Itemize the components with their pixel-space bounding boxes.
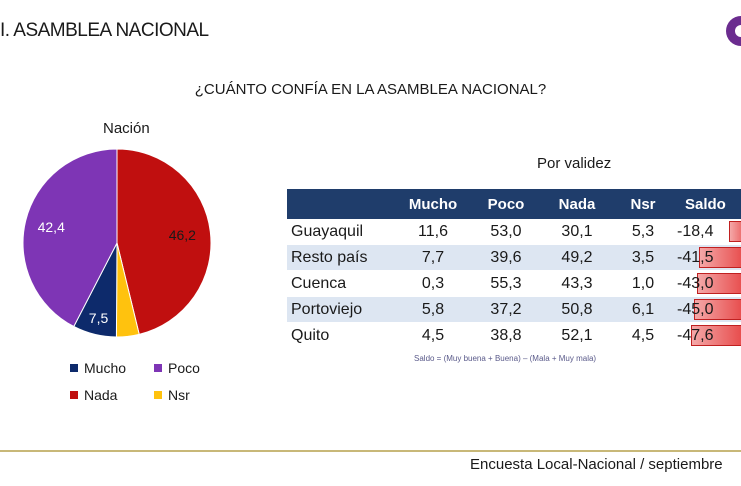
cell-saldo: -18,4 <box>673 219 741 245</box>
cell-nsr: 3,5 <box>613 244 673 271</box>
cell-poco: 55,3 <box>471 270 541 297</box>
legend-swatch-nada <box>70 391 78 399</box>
cell-city: Quito <box>287 322 395 349</box>
col-header-city <box>287 189 395 219</box>
table-row: Quito 4,5 38,8 52,1 4,5 -47,6 <box>287 322 741 349</box>
table-row: Portoviejo 5,8 37,2 50,8 6,1 -45,0 <box>287 296 741 323</box>
cell-city: Resto país <box>287 244 395 271</box>
saldo-bar <box>696 273 741 294</box>
col-header-saldo: Saldo <box>673 189 741 219</box>
cell-saldo: -41,5 <box>673 244 741 271</box>
cell-nada: 52,1 <box>541 322 613 349</box>
col-header-nada: Nada <box>541 189 613 219</box>
pie-chart: 46,2 3,9 7,5 42,4 <box>22 148 212 355</box>
pie-label-poco: 42,4 <box>38 219 65 235</box>
pie-label-nsr: 3,9 <box>117 353 137 355</box>
pie-slice-nada <box>116 148 212 335</box>
cell-mucho: 7,7 <box>395 244 471 271</box>
cell-city: Portoviejo <box>287 296 395 323</box>
footer-divider <box>0 450 741 452</box>
saldo-footnote: Saldo = (Muy buena + Buena) – (Mala + Mu… <box>414 354 597 363</box>
col-header-poco: Poco <box>471 189 541 219</box>
cell-nada: 30,1 <box>541 219 613 245</box>
logo-icon <box>726 16 741 46</box>
legend-label-poco: Poco <box>168 360 200 376</box>
saldo-bar <box>694 299 741 320</box>
cell-poco: 37,2 <box>471 296 541 323</box>
cell-poco: 39,6 <box>471 244 541 271</box>
legend-item-poco: Poco <box>154 360 200 376</box>
cell-nada: 43,3 <box>541 270 613 297</box>
pie-label-mucho: 7,5 <box>89 310 109 326</box>
table-header-row: Mucho Poco Nada Nsr Saldo <box>287 189 741 219</box>
cell-city: Guayaquil <box>287 219 395 245</box>
saldo-bar <box>729 221 741 242</box>
cell-poco: 53,0 <box>471 219 541 245</box>
cell-nsr: 5,3 <box>613 219 673 245</box>
cell-poco: 38,8 <box>471 322 541 349</box>
cell-city: Cuenca <box>287 270 395 297</box>
legend-swatch-poco <box>154 364 162 372</box>
legend-swatch-mucho <box>70 364 78 372</box>
pie-title: Nación <box>103 120 150 137</box>
saldo-bar <box>691 325 741 346</box>
cell-mucho: 4,5 <box>395 322 471 349</box>
legend-item-mucho: Mucho <box>70 360 126 376</box>
saldo-value: -43,0 <box>677 274 714 292</box>
saldo-value: -45,0 <box>677 300 714 318</box>
saldo-value: -18,4 <box>677 222 714 240</box>
cell-saldo: -43,0 <box>673 270 741 297</box>
cell-mucho: 5,8 <box>395 296 471 323</box>
table-row: Resto país 7,7 39,6 49,2 3,5 -41,5 <box>287 244 741 271</box>
question-title: ¿CUÁNTO CONFÍA EN LA ASAMBLEA NACIONAL? <box>194 81 547 98</box>
cell-nsr: 6,1 <box>613 296 673 323</box>
legend-label-nsr: Nsr <box>168 387 190 403</box>
cell-nada: 50,8 <box>541 296 613 323</box>
cell-nsr: 4,5 <box>613 322 673 349</box>
saldo-value: -47,6 <box>677 326 714 344</box>
saldo-value: -41,5 <box>677 248 714 266</box>
legend-label-nada: Nada <box>84 387 118 403</box>
pie-legend: Mucho Poco Nada Nsr <box>70 360 250 410</box>
validity-table: Mucho Poco Nada Nsr Saldo Guayaquil 11,6… <box>287 189 741 349</box>
cell-saldo: -47,6 <box>673 322 741 349</box>
table-row: Cuenca 0,3 55,3 43,3 1,0 -43,0 <box>287 270 741 297</box>
legend-label-mucho: Mucho <box>84 360 127 376</box>
col-header-nsr: Nsr <box>613 189 673 219</box>
cell-saldo: -45,0 <box>673 296 741 323</box>
pie-slice-poco <box>22 148 118 328</box>
table-title: Por validez <box>537 155 612 172</box>
section-title: I. ASAMBLEA NACIONAL <box>0 20 209 41</box>
footer-text: Encuesta Local-Nacional / septiembre <box>470 456 723 473</box>
cell-nada: 49,2 <box>541 244 613 271</box>
legend-item-nada: Nada <box>70 387 117 403</box>
cell-mucho: 0,3 <box>395 270 471 297</box>
table-row: Guayaquil 11,6 53,0 30,1 5,3 -18,4 <box>287 219 741 245</box>
cell-mucho: 11,6 <box>395 219 471 245</box>
legend-item-nsr: Nsr <box>154 387 190 403</box>
legend-swatch-nsr <box>154 391 162 399</box>
saldo-bar <box>698 247 741 268</box>
col-header-mucho: Mucho <box>395 189 471 219</box>
cell-nsr: 1,0 <box>613 270 673 297</box>
pie-label-nada: 46,2 <box>169 227 196 243</box>
